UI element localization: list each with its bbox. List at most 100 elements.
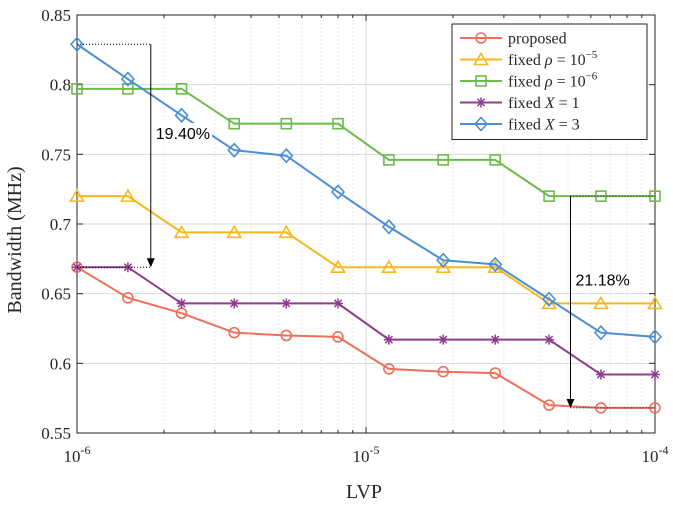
data-point-square — [595, 190, 607, 202]
data-point-circle — [280, 329, 293, 342]
data-point-square — [332, 117, 344, 130]
series-2 — [71, 83, 661, 202]
data-point-triangle — [69, 188, 85, 202]
legend-label-pre: proposed — [508, 31, 567, 48]
data-point-triangle — [173, 224, 190, 239]
data-point-square — [383, 154, 395, 166]
data-point-triangle — [119, 188, 136, 202]
data-point-star — [332, 298, 343, 309]
data-point-square — [437, 154, 450, 166]
series-line — [77, 266, 655, 376]
annotation-label: 19.40% — [156, 126, 210, 143]
legend-label-italic: X — [544, 117, 556, 134]
data-point-diamond — [381, 219, 396, 235]
data-point-triangle — [647, 295, 663, 310]
data-point-circle — [122, 292, 134, 304]
data-point-triangle — [380, 259, 397, 273]
data-point-square — [175, 83, 188, 95]
legend-label-post: = 1 — [555, 95, 580, 112]
data-point-triangle — [435, 259, 452, 273]
star-stroke — [650, 370, 660, 379]
y-tick-label: 0.55 — [41, 424, 71, 443]
x-tick-base: 10 — [642, 447, 659, 466]
legend-label-pre: fixed — [508, 52, 545, 69]
legend-label-post: = 3 — [555, 117, 580, 134]
y-tick-label: 0.75 — [41, 145, 71, 164]
data-point-diamond — [120, 71, 135, 87]
data-point-circle — [383, 363, 395, 375]
data-point-square — [475, 75, 487, 87]
star-stroke — [476, 98, 486, 107]
data-point-diamond — [330, 184, 346, 200]
x-tick-base: 10 — [64, 447, 81, 466]
legend-label-italic: ρ — [544, 52, 553, 69]
data-point-star — [176, 298, 187, 309]
legend-label-italic: ρ — [544, 74, 553, 91]
annotations: 19.40% 21.18% — [77, 43, 655, 409]
star-stroke — [491, 335, 500, 344]
data-point-diamond — [279, 148, 294, 164]
data-point-square — [543, 190, 555, 202]
data-point-star — [476, 97, 486, 108]
annotation-0: 19.40% — [77, 43, 213, 268]
data-point-circle — [475, 32, 487, 44]
legend-label: fixed ρ = 10−6 — [508, 71, 598, 91]
x-tick-label: 10-5 — [353, 443, 380, 466]
legend-label: fixed ρ = 10−5 — [508, 49, 598, 69]
data-point-circle — [332, 331, 344, 343]
data-point-star — [229, 298, 240, 309]
data-point-diamond — [593, 325, 609, 341]
data-point-circle — [595, 402, 607, 414]
data-point-star — [490, 334, 501, 345]
legend-entry-0: proposed — [460, 31, 567, 48]
data-point-diamond — [227, 142, 242, 158]
legend-label-post: = 10 — [553, 74, 586, 91]
y-axis-label: Bandwidth (MHz) — [4, 166, 26, 313]
data-point-circle — [228, 326, 241, 339]
series-3 — [72, 262, 660, 380]
data-point-circle — [543, 399, 555, 411]
star-stroke — [439, 335, 448, 344]
annotation-label-bg — [573, 269, 632, 292]
data-point-triangle — [593, 295, 609, 310]
legend-entry-2: fixed ρ = 10−6 — [460, 71, 598, 91]
legend-label: fixed X = 3 — [508, 117, 580, 134]
data-point-diamond — [647, 329, 663, 345]
data-point-diamond — [488, 256, 503, 273]
data-point-star — [650, 369, 660, 380]
series-line — [76, 43, 656, 338]
data-point-star — [438, 334, 449, 345]
legend-label-italic: X — [544, 95, 556, 112]
x-tick-exponent: -4 — [659, 443, 669, 457]
legend-entry-4: fixed X = 3 — [460, 116, 580, 134]
star-stroke — [282, 299, 291, 308]
series-line — [77, 87, 655, 198]
x-tick-exponent: -5 — [370, 443, 380, 457]
x-axis-label: LVP — [346, 481, 382, 503]
annotation-1: 21.18% — [566, 195, 655, 409]
data-point-circle — [489, 367, 502, 379]
data-point-star — [595, 369, 606, 380]
legend-entry-1: fixed ρ = 10−5 — [460, 49, 598, 69]
legend-label-post: = 10 — [553, 52, 586, 69]
data-point-square — [649, 190, 661, 202]
grid-lines — [77, 15, 655, 433]
series-4 — [69, 36, 663, 345]
y-tick-label: 0.8 — [50, 76, 71, 95]
data-point-star — [281, 298, 292, 309]
data-point-circle — [437, 365, 450, 378]
series-line — [77, 195, 655, 305]
star-stroke — [384, 335, 394, 344]
data-point-diamond — [174, 107, 189, 123]
data-point-triangle — [330, 259, 346, 273]
legend-label: proposed — [508, 31, 567, 48]
legend-label: fixed X = 1 — [508, 95, 580, 112]
legend-label-pre: fixed — [508, 117, 545, 134]
y-tick-label: 0.65 — [41, 285, 71, 304]
y-tick-label: 0.85 — [41, 6, 71, 25]
data-point-circle — [649, 402, 661, 414]
x-tick-base: 10 — [353, 447, 370, 466]
data-point-square — [280, 117, 293, 130]
legend-label-pre: fixed — [508, 74, 545, 91]
data-point-star — [383, 334, 394, 345]
